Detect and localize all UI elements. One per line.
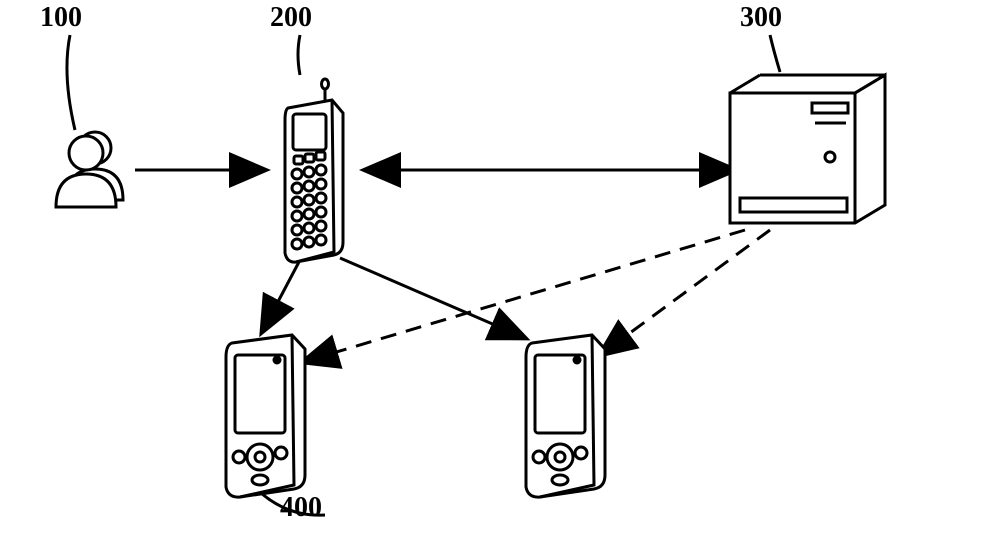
leader-200: [298, 35, 300, 75]
label-100: 100: [40, 2, 82, 34]
edge-phone_main-phone_left: [262, 260, 300, 332]
label-400: 400: [280, 492, 322, 524]
label-300: 300: [740, 2, 782, 34]
edges: [135, 170, 770, 362]
edge-phone_main-phone_right: [340, 258, 525, 338]
pda-right-icon: [526, 335, 605, 497]
network-diagram: 100 200 300 400: [0, 0, 1000, 545]
pda-left-icon: [226, 335, 305, 497]
label-200: 200: [270, 2, 312, 34]
diagram-svg: [0, 0, 1000, 545]
leader-lines: [67, 35, 780, 515]
main-phone-icon: [285, 79, 343, 262]
leader-300: [770, 35, 780, 72]
user-icon: [56, 132, 123, 207]
server-icon: [730, 75, 885, 223]
leader-100: [67, 35, 75, 130]
